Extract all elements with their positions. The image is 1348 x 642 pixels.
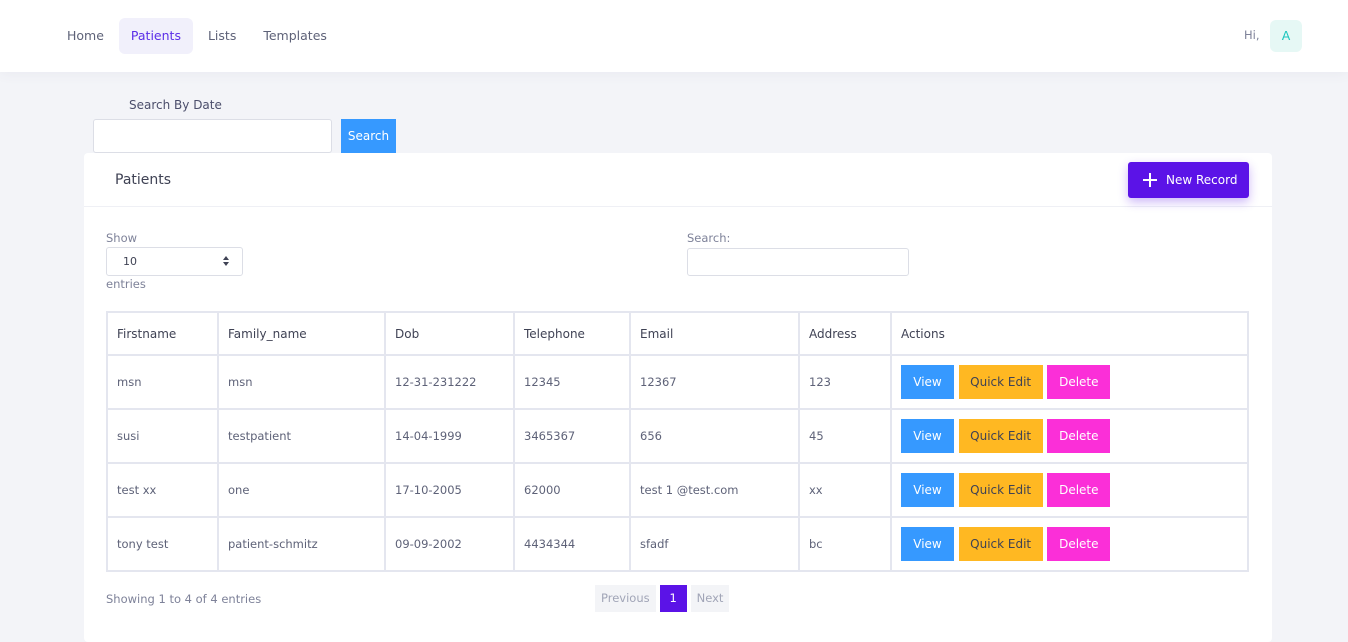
table-row: tony test patient-schmitz 09-09-2002 443…	[106, 516, 1249, 572]
view-button[interactable]: View	[901, 527, 954, 561]
cell-actions: View Quick Edit Delete	[890, 462, 1249, 518]
delete-button[interactable]: Delete	[1047, 527, 1111, 561]
pagination-previous[interactable]: Previous	[595, 585, 656, 612]
header-actions: Actions	[890, 311, 1249, 356]
header-family-name[interactable]: Family_name	[217, 311, 386, 356]
cell-address: 123	[798, 354, 892, 410]
table-info: Showing 1 to 4 of 4 entries	[106, 592, 262, 606]
cell-address: 45	[798, 408, 892, 464]
quick-edit-button[interactable]: Quick Edit	[958, 365, 1043, 399]
cell-dob: 12-31-231222	[384, 354, 515, 410]
quick-edit-button[interactable]: Quick Edit	[958, 527, 1043, 561]
patients-table: Firstname Family_name Dob Telephone Emai…	[106, 311, 1249, 572]
nav-lists[interactable]: Lists	[207, 28, 237, 43]
cell-address: xx	[798, 462, 892, 518]
delete-button[interactable]: Delete	[1047, 365, 1111, 399]
table-row: test xx one 17-10-2005 62000 test 1 @tes…	[106, 462, 1249, 518]
cell-family-name: one	[217, 462, 386, 518]
date-search-input[interactable]	[93, 119, 332, 153]
new-record-button[interactable]: New Record	[1128, 162, 1249, 198]
table-search-input[interactable]	[687, 248, 909, 276]
view-button[interactable]: View	[901, 473, 954, 507]
page-length-value: 10	[123, 255, 137, 268]
patients-card: Patients New Record Show 10 entries Sear…	[84, 153, 1272, 642]
cell-actions: View Quick Edit Delete	[890, 354, 1249, 410]
search-by-date-label: Search By Date	[129, 98, 222, 112]
quick-edit-button[interactable]: Quick Edit	[958, 419, 1043, 453]
view-button[interactable]: View	[901, 365, 954, 399]
select-arrows-icon	[223, 256, 231, 267]
nav-home[interactable]: Home	[67, 28, 104, 43]
header-firstname[interactable]: Firstname	[106, 311, 219, 356]
cell-family-name: patient-schmitz	[217, 516, 386, 572]
table-row: msn msn 12-31-231222 12345 12367 123 Vie…	[106, 354, 1249, 410]
cell-dob: 17-10-2005	[384, 462, 515, 518]
new-record-label: New Record	[1166, 173, 1238, 187]
cell-firstname: msn	[106, 354, 219, 410]
entries-label: entries	[106, 277, 146, 291]
cell-telephone: 4434344	[513, 516, 631, 572]
header-email[interactable]: Email	[629, 311, 800, 356]
delete-button[interactable]: Delete	[1047, 419, 1111, 453]
cell-telephone: 62000	[513, 462, 631, 518]
cell-email: test 1 @test.com	[629, 462, 800, 518]
quick-edit-button[interactable]: Quick Edit	[958, 473, 1043, 507]
cell-actions: View Quick Edit Delete	[890, 408, 1249, 464]
cell-email: sfadf	[629, 516, 800, 572]
delete-button[interactable]: Delete	[1047, 473, 1111, 507]
cell-telephone: 12345	[513, 354, 631, 410]
pagination-page-1[interactable]: 1	[659, 585, 687, 612]
cell-address: bc	[798, 516, 892, 572]
card-header: Patients New Record	[84, 153, 1272, 207]
cell-dob: 09-09-2002	[384, 516, 515, 572]
top-navbar: Home Patients Lists Templates Hi, A	[0, 0, 1348, 72]
header-telephone[interactable]: Telephone	[513, 311, 631, 356]
show-label: Show	[106, 231, 138, 245]
table-header-row: Firstname Family_name Dob Telephone Emai…	[106, 311, 1249, 356]
page-length-select[interactable]: 10	[106, 247, 243, 276]
cell-family-name: msn	[217, 354, 386, 410]
plus-icon	[1142, 172, 1158, 188]
cell-actions: View Quick Edit Delete	[890, 516, 1249, 572]
cell-telephone: 3465367	[513, 408, 631, 464]
nav-patients[interactable]: Patients	[118, 18, 193, 54]
header-dob[interactable]: Dob	[384, 311, 515, 356]
pagination: Previous 1 Next	[595, 585, 733, 612]
cell-email: 656	[629, 408, 800, 464]
table-search-label: Search:	[687, 231, 731, 245]
nav-templates[interactable]: Templates	[263, 28, 327, 43]
user-greeting: Hi,	[1244, 28, 1260, 42]
main-nav: Home Patients Lists Templates	[55, 18, 342, 54]
pagination-next[interactable]: Next	[690, 585, 730, 612]
cell-firstname: tony test	[106, 516, 219, 572]
header-address[interactable]: Address	[798, 311, 892, 356]
table-row: susi testpatient 14-04-1999 3465367 656 …	[106, 408, 1249, 464]
cell-family-name: testpatient	[217, 408, 386, 464]
avatar[interactable]: A	[1270, 20, 1302, 52]
cell-firstname: susi	[106, 408, 219, 464]
cell-firstname: test xx	[106, 462, 219, 518]
view-button[interactable]: View	[901, 419, 954, 453]
date-search-button[interactable]: Search	[341, 119, 396, 153]
cell-dob: 14-04-1999	[384, 408, 515, 464]
card-title: Patients	[115, 172, 172, 188]
cell-email: 12367	[629, 354, 800, 410]
